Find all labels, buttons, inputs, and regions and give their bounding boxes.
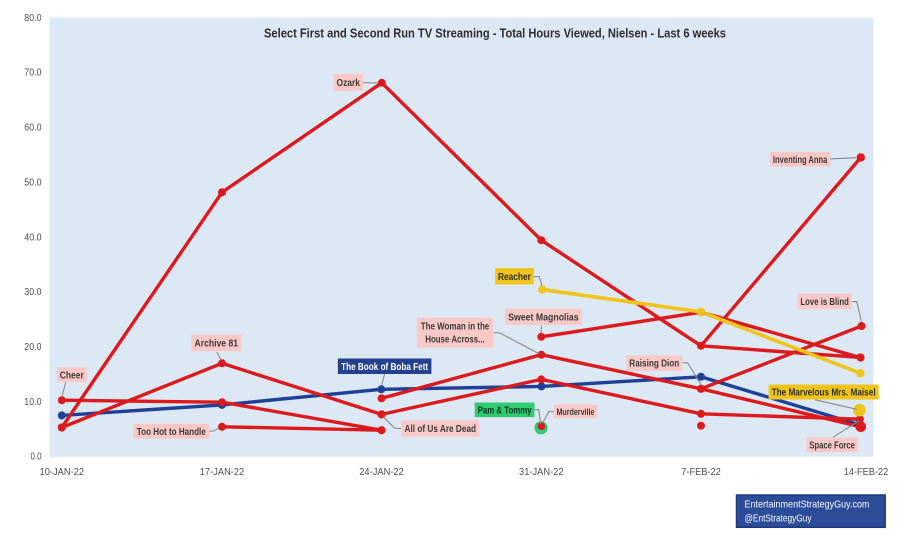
svg-text:80.0: 80.0 [24,13,42,24]
svg-text:Love is Blind: Love is Blind [800,296,849,308]
svg-text:All of Us Are Dead: All of Us Are Dead [405,423,477,435]
svg-text:17-JAN-22: 17-JAN-22 [200,467,245,478]
svg-text:31-JAN-22: 31-JAN-22 [519,467,564,478]
svg-text:40.0: 40.0 [24,232,42,243]
svg-text:Reacher: Reacher [498,271,531,283]
svg-text:The Woman in the: The Woman in the [421,321,490,333]
svg-text:Cheer: Cheer [60,369,84,381]
svg-text:14-FEB-22: 14-FEB-22 [844,467,889,478]
svg-text:Space Force: Space Force [809,439,855,451]
svg-text:House Across...: House Across... [425,334,485,346]
svg-text:Ozark: Ozark [337,77,361,89]
svg-text:Inventing Anna: Inventing Anna [773,154,828,166]
svg-text:70.0: 70.0 [24,68,42,79]
svg-text:Raising Dion: Raising Dion [629,358,679,370]
svg-text:60.0: 60.0 [24,123,42,134]
svg-text:10.0: 10.0 [24,397,42,408]
svg-text:30.0: 30.0 [24,287,42,298]
svg-text:Select First and Second Run TV: Select First and Second Run TV Streaming… [264,26,726,41]
svg-text:0.0: 0.0 [31,452,42,463]
svg-text:@EntStrategyGuy: @EntStrategyGuy [745,513,813,525]
svg-text:The Book of Boba Fett: The Book of Boba Fett [341,361,428,373]
svg-text:50.0: 50.0 [24,177,42,188]
svg-text:EntertainmentStrategyGuy.com: EntertainmentStrategyGuy.com [745,499,870,511]
svg-text:20.0: 20.0 [24,342,42,353]
svg-text:Sweet Magnolias: Sweet Magnolias [508,311,579,323]
svg-text:The Marvelous Mrs. Maisel: The Marvelous Mrs. Maisel [772,387,876,399]
svg-text:Archive 81: Archive 81 [195,338,239,350]
svg-text:Pam & Tommy: Pam & Tommy [478,404,532,416]
svg-text:10-JAN-22: 10-JAN-22 [40,467,85,478]
svg-text:7-FEB-22: 7-FEB-22 [681,467,721,478]
svg-text:Murderville: Murderville [556,407,594,417]
svg-text:24-JAN-22: 24-JAN-22 [359,467,404,478]
svg-text:Too Hot to Handle: Too Hot to Handle [137,426,206,438]
